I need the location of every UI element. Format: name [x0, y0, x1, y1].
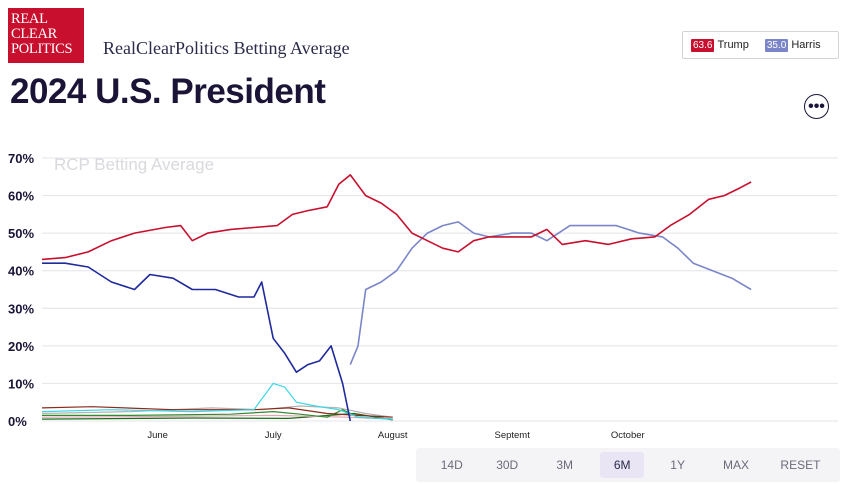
- series-line-biden: [42, 262, 352, 422]
- chart-watermark: RCP Betting Average: [54, 155, 214, 174]
- x-tick-label: Septemt: [494, 430, 530, 440]
- y-tick-label: 50%: [8, 226, 34, 241]
- legend-value-badge: 63.6: [691, 38, 715, 52]
- x-tick-label: August: [378, 430, 408, 440]
- y-tick-label: 30%: [8, 301, 34, 316]
- range-button-reset[interactable]: RESET: [780, 458, 821, 472]
- series-line-harris: [349, 221, 752, 365]
- range-button-30d[interactable]: 30D: [496, 458, 519, 472]
- range-button-1y[interactable]: 1Y: [670, 458, 685, 472]
- x-tick-label: June: [147, 430, 168, 440]
- logo-line-3: POLITICS: [11, 41, 73, 57]
- y-tick-label: 10%: [8, 376, 34, 391]
- more-options-button[interactable]: •••: [804, 94, 829, 119]
- range-button-14d[interactable]: 14D: [440, 458, 463, 472]
- legend-name: Harris: [791, 39, 821, 51]
- logo-line-2: CLEAR: [11, 26, 58, 42]
- rcp-logo: REAL CLEAR POLITICS: [8, 8, 84, 63]
- series-line-trump: [41, 174, 752, 261]
- series-line-newsom: [41, 382, 393, 420]
- y-tick-label: 0%: [8, 414, 27, 429]
- range-button-max[interactable]: MAX: [723, 458, 750, 472]
- legend: 63.6 Trump 35.0 Harris: [682, 31, 839, 59]
- legend-item-trump[interactable]: 63.6 Trump: [691, 38, 749, 52]
- y-tick-label: 20%: [8, 339, 34, 354]
- y-tick-label: 60%: [8, 189, 34, 204]
- line-chart: RCP Betting Average 0% 10% 20% 30% 40% 50% 60% 7…: [8, 151, 838, 440]
- page-title: 2024 U.S. President: [10, 72, 326, 111]
- x-tick-label: October: [611, 430, 645, 440]
- page-subtitle: RealClearPolitics Betting Average: [103, 38, 350, 58]
- y-tick-label: 70%: [8, 151, 34, 166]
- legend-name: Trump: [717, 39, 749, 51]
- more-icon: •••: [808, 97, 825, 115]
- y-tick-label: 40%: [8, 264, 34, 279]
- legend-value-badge: 35.0: [764, 38, 789, 52]
- range-button-6m[interactable]: 6M: [600, 452, 644, 478]
- logo-line-1: REAL: [11, 11, 48, 27]
- legend-item-harris[interactable]: 35.0 Harris: [764, 38, 821, 52]
- range-button-3m[interactable]: 3M: [556, 458, 573, 472]
- range-selector: 14D 30D 3M 6M 1Y MAX RESET: [416, 448, 840, 482]
- x-tick-label: July: [265, 430, 282, 440]
